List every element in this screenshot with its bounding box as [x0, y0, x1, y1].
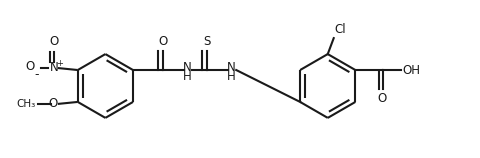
- Text: O: O: [158, 35, 168, 48]
- Text: S: S: [203, 35, 211, 48]
- Text: N: N: [183, 61, 192, 73]
- Text: Cl: Cl: [335, 23, 347, 36]
- Text: O: O: [48, 97, 57, 110]
- Text: CH₃: CH₃: [16, 99, 36, 109]
- Text: N: N: [50, 61, 59, 74]
- Text: O: O: [378, 92, 387, 105]
- Text: O: O: [25, 60, 35, 73]
- Text: OH: OH: [402, 64, 420, 76]
- Text: N: N: [227, 61, 236, 73]
- Text: O: O: [50, 35, 59, 48]
- Text: H: H: [183, 70, 192, 83]
- Text: -: -: [34, 69, 38, 82]
- Text: +: +: [56, 59, 63, 68]
- Text: H: H: [227, 70, 236, 83]
